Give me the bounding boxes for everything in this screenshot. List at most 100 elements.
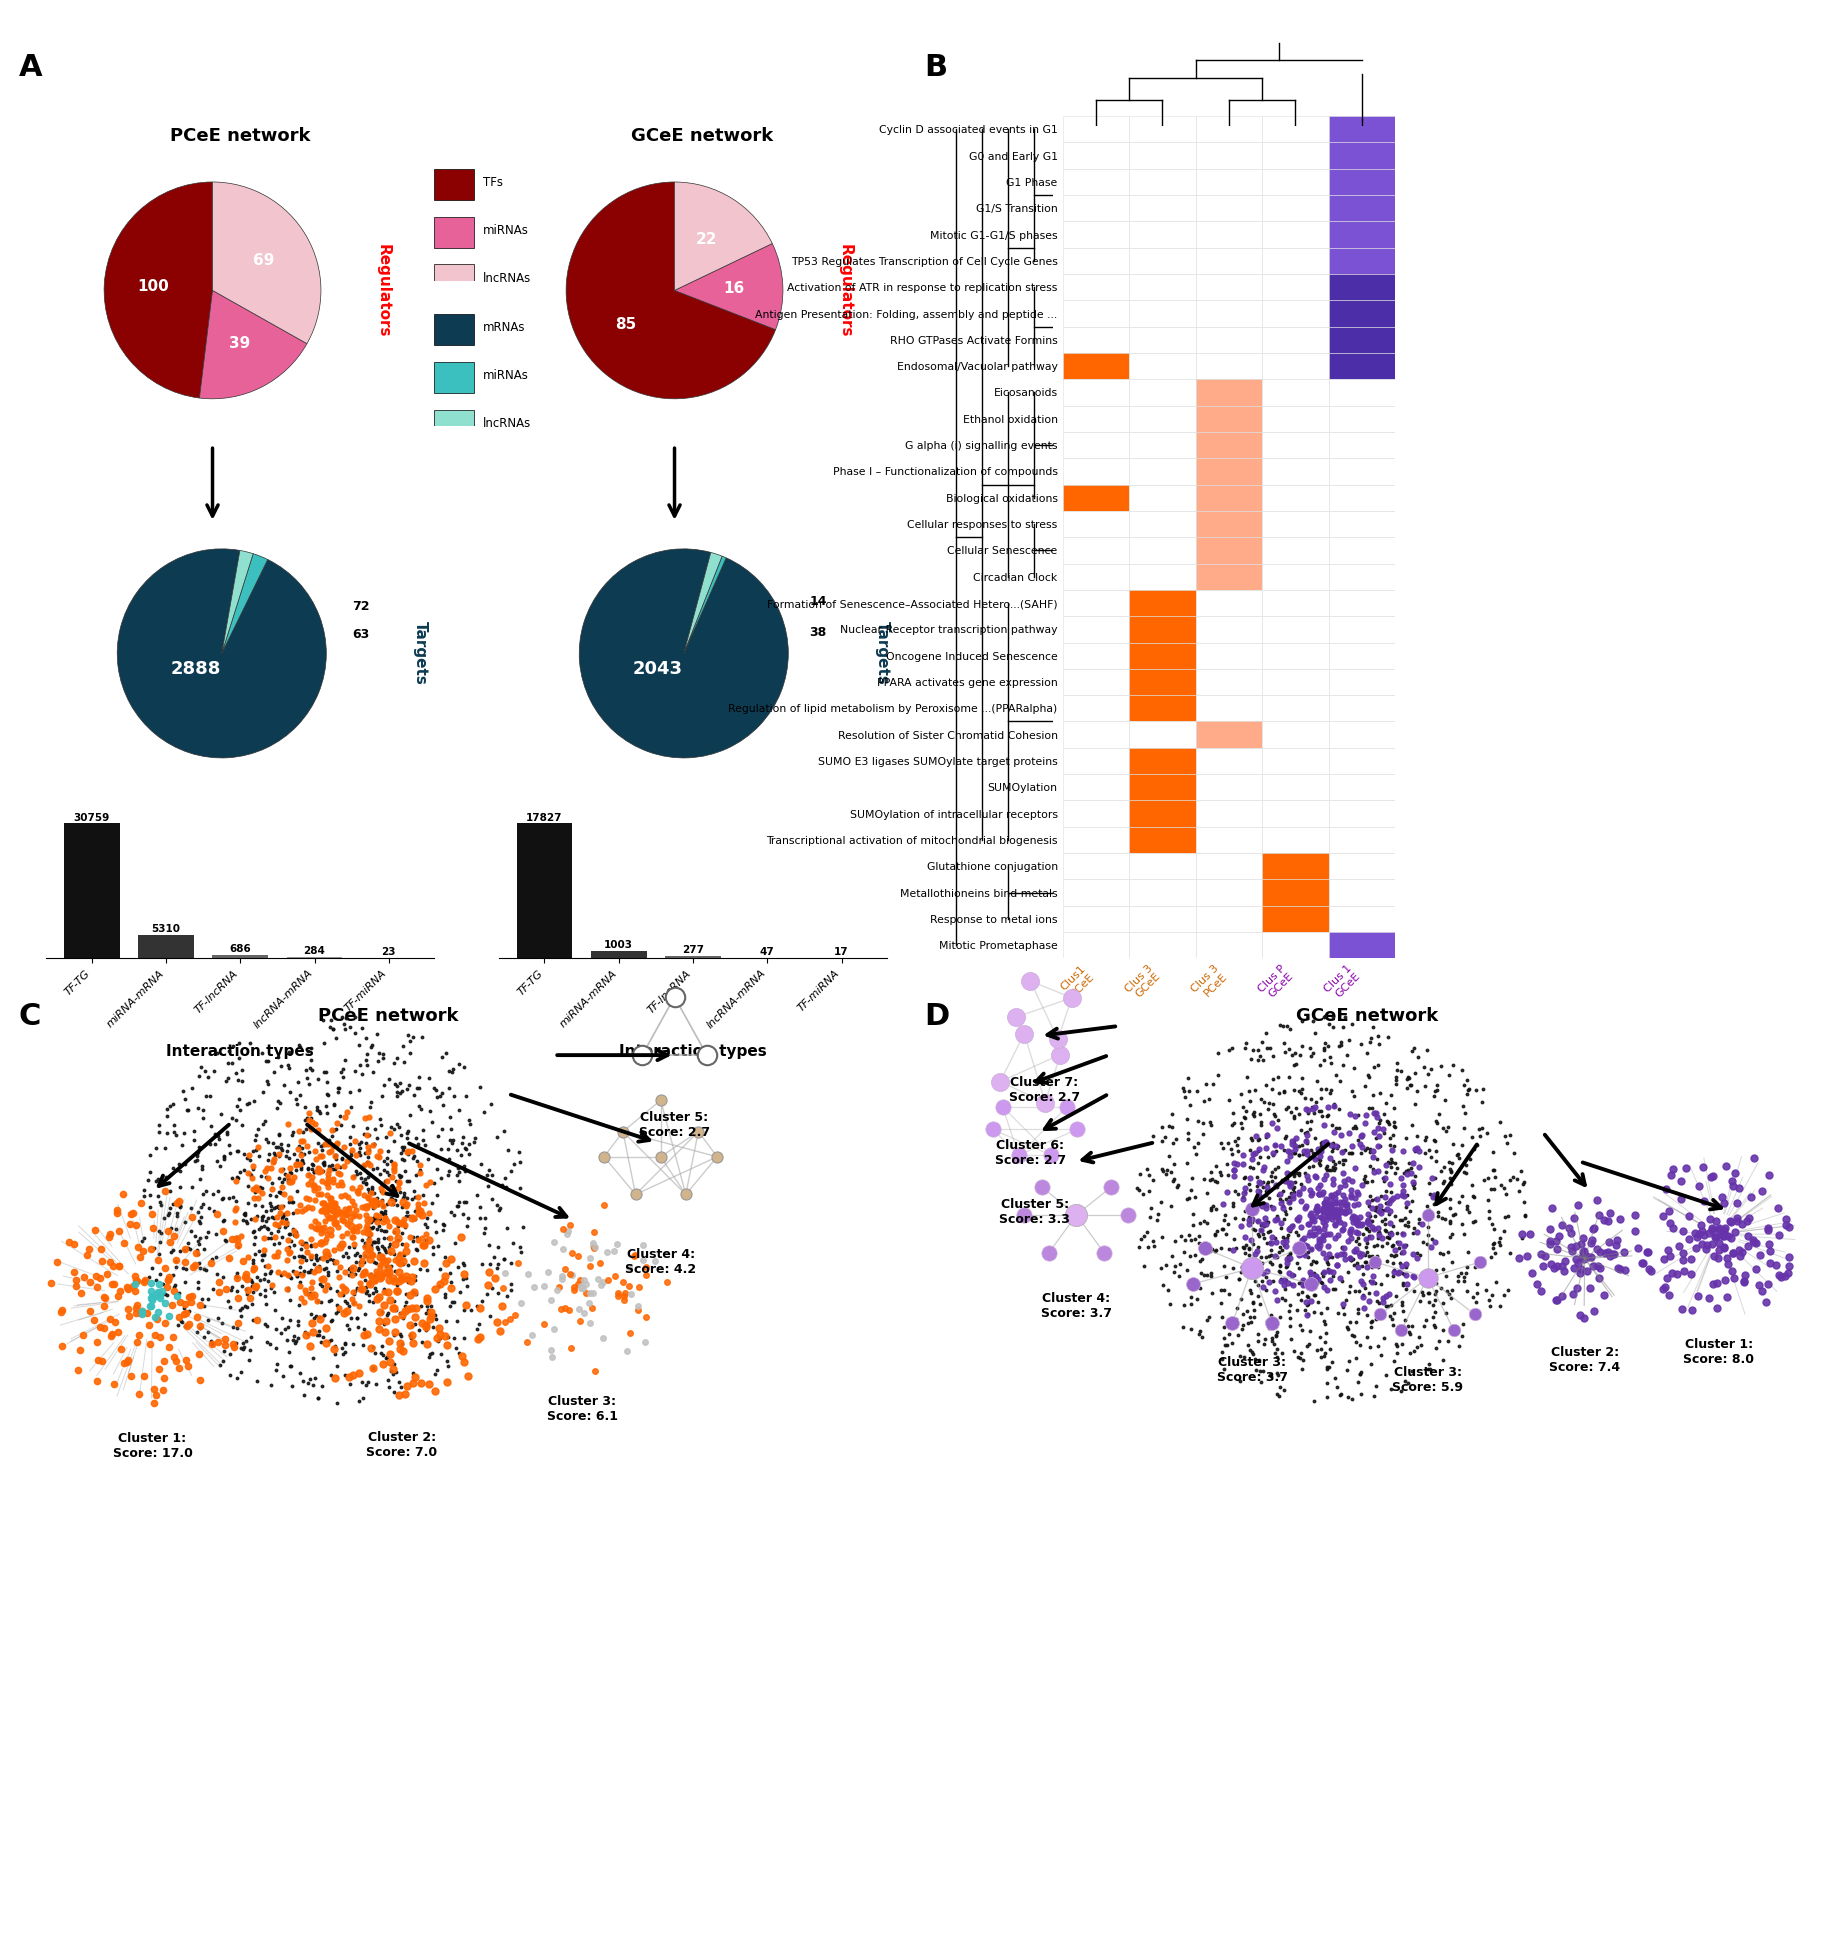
Bar [1196, 352, 1262, 379]
Bar [1262, 695, 1329, 722]
Bar [1329, 800, 1395, 827]
Bar [1129, 196, 1196, 221]
Bar [213, 954, 268, 958]
Bar [1129, 827, 1196, 854]
Bar [1063, 352, 1129, 379]
Bar [1063, 221, 1129, 248]
Bar [1063, 511, 1129, 536]
Bar [1262, 275, 1329, 300]
Text: 16: 16 [723, 281, 745, 296]
Bar [1129, 906, 1196, 931]
Bar [1196, 590, 1262, 616]
Bar [1063, 143, 1129, 168]
Bar [1196, 327, 1262, 352]
Bar [1329, 379, 1395, 407]
Bar [1063, 484, 1129, 511]
Text: GCeE network: GCeE network [632, 126, 772, 145]
Bar [1129, 248, 1196, 275]
Bar [1196, 563, 1262, 590]
Bar [1063, 459, 1129, 484]
Text: Targets: Targets [874, 621, 891, 685]
Bar [1329, 116, 1395, 143]
Bar [1129, 879, 1196, 906]
Bar [1196, 143, 1262, 168]
Bar [434, 168, 473, 199]
Text: 277: 277 [682, 945, 704, 956]
Text: Cluster 5:
Score: 2.7: Cluster 5: Score: 2.7 [639, 1111, 710, 1138]
Text: B: B [924, 54, 948, 81]
Bar [1063, 906, 1129, 931]
Bar [1129, 352, 1196, 379]
Bar [1063, 536, 1129, 563]
Text: Cluster 3:
Score: 5.9: Cluster 3: Score: 5.9 [1392, 1365, 1464, 1394]
Text: 69: 69 [253, 254, 275, 267]
Text: 38: 38 [809, 625, 826, 639]
Wedge shape [675, 244, 784, 329]
Text: 2888: 2888 [170, 660, 220, 678]
Bar [1063, 590, 1129, 616]
Bar [1129, 484, 1196, 511]
Bar [1196, 931, 1262, 958]
Bar [1329, 616, 1395, 643]
Bar [1196, 668, 1262, 695]
Text: GCeE network: GCeE network [1297, 1007, 1438, 1026]
Bar [1329, 563, 1395, 590]
Text: Interaction types: Interaction types [166, 1044, 314, 1059]
Bar [1329, 221, 1395, 248]
Bar [1129, 668, 1196, 695]
Bar [1329, 300, 1395, 327]
Bar [1329, 536, 1395, 563]
Bar [1063, 616, 1129, 643]
Bar [434, 314, 473, 345]
Bar [1262, 116, 1329, 143]
Bar [1063, 695, 1129, 722]
Bar [1129, 275, 1196, 300]
Bar [1063, 196, 1129, 221]
Bar [1196, 722, 1262, 747]
Text: 85: 85 [615, 318, 636, 331]
Text: 23: 23 [381, 947, 395, 956]
Wedge shape [222, 554, 268, 654]
Bar [1329, 143, 1395, 168]
Text: 686: 686 [229, 945, 251, 954]
Text: 39: 39 [229, 337, 249, 350]
Bar [1329, 352, 1395, 379]
Bar [1262, 536, 1329, 563]
Bar [1129, 722, 1196, 747]
Bar [1129, 511, 1196, 536]
Bar [1262, 722, 1329, 747]
Bar [1262, 168, 1329, 196]
Bar [1196, 879, 1262, 906]
Text: Cluster 2:
Score: 7.4: Cluster 2: Score: 7.4 [1549, 1346, 1621, 1375]
Wedge shape [116, 550, 327, 757]
Bar [1329, 931, 1395, 958]
Bar [1196, 221, 1262, 248]
Bar [1063, 722, 1129, 747]
Text: lncRNAs: lncRNAs [482, 271, 530, 285]
Bar [1329, 827, 1395, 854]
Text: 30759: 30759 [74, 813, 109, 823]
Text: Cluster 3:
Score: 6.1: Cluster 3: Score: 6.1 [547, 1394, 617, 1423]
Bar [1329, 432, 1395, 459]
Bar [1129, 800, 1196, 827]
Text: Cluster 2:
Score: 7.0: Cluster 2: Score: 7.0 [366, 1431, 438, 1460]
Bar [1329, 643, 1395, 668]
Bar [665, 956, 721, 958]
Bar [1129, 432, 1196, 459]
Bar [1129, 854, 1196, 879]
Text: lncRNAs: lncRNAs [482, 416, 530, 430]
Bar [1063, 300, 1129, 327]
Bar [1262, 563, 1329, 590]
Bar [1129, 747, 1196, 774]
Bar [1329, 327, 1395, 352]
Bar [1262, 407, 1329, 432]
Bar [1063, 275, 1129, 300]
Bar [1129, 590, 1196, 616]
Bar [1329, 484, 1395, 511]
Bar [1262, 616, 1329, 643]
Text: Cluster 1:
Score: 17.0: Cluster 1: Score: 17.0 [113, 1433, 192, 1460]
Bar [1063, 827, 1129, 854]
Text: Interaction types: Interaction types [619, 1044, 767, 1059]
Bar [1063, 116, 1129, 143]
Text: Cluster 5:
Score: 3.3: Cluster 5: Score: 3.3 [1000, 1198, 1070, 1225]
